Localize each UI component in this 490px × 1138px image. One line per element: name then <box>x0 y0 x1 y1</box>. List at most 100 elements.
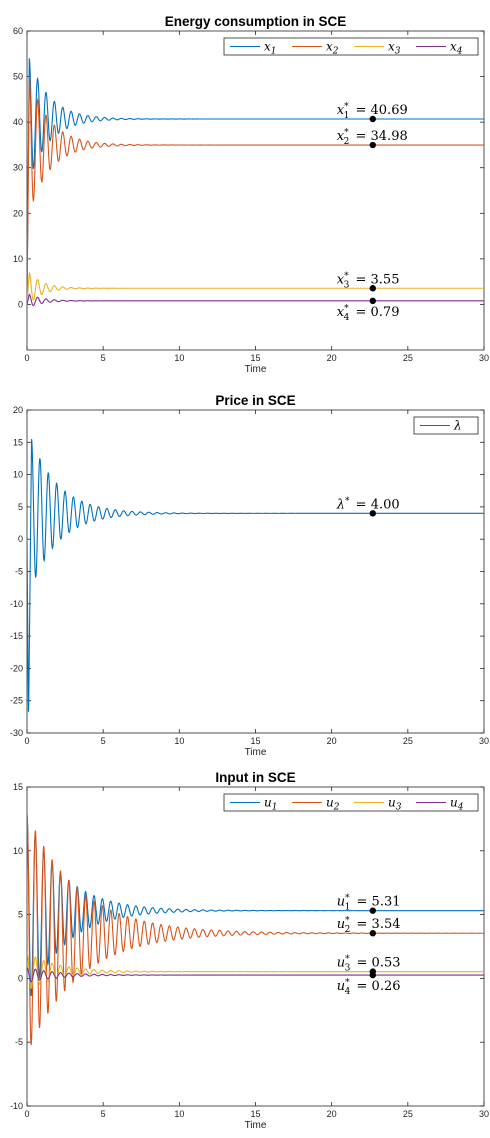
y-tick-label: 20 <box>13 405 23 415</box>
series-line-u2 <box>27 811 484 1046</box>
legend-entry-x2: x2 <box>326 40 339 57</box>
y-tick-label: 50 <box>13 72 23 82</box>
x-tick-label: 15 <box>250 353 260 363</box>
legend-entry-x3-base: x <box>388 40 395 54</box>
annotation-marker <box>369 510 376 517</box>
x-tick-label: 5 <box>101 736 106 746</box>
chart-2: Price in SCE 0 5 10 15 20 25 30 -30 -25 -20 -15 -10 -… <box>10 393 489 758</box>
series-line-x1 <box>27 58 484 305</box>
chart-title: Price in SCE <box>215 393 295 408</box>
y-tick-label: 30 <box>13 163 23 173</box>
series-line-λ <box>27 439 484 712</box>
annotation-label-value: = 40.69 <box>351 103 407 118</box>
annotation-label: x* 3 = 3.55 <box>337 271 400 290</box>
annotation-marker <box>369 930 376 937</box>
annotation-label-star: * <box>345 916 350 926</box>
legend-entry-λ: λ <box>453 419 462 433</box>
annotation-label-value: = 0.53 <box>352 956 400 971</box>
legend-entry-x1-base: x <box>264 40 271 54</box>
annotation-label-value: = 4.00 <box>352 497 400 512</box>
legend-entry-x3: x3 <box>388 40 401 57</box>
y-tick-label: 10 <box>13 846 23 856</box>
legend-entry-x1-sub: 1 <box>271 47 277 57</box>
y-tick-label: -5 <box>15 567 23 577</box>
annotation-label-star: * <box>345 978 350 988</box>
annotation-label-sub: 2 <box>344 137 350 147</box>
annotation-label-base: x <box>337 305 345 320</box>
annotation-label-value: = 0.26 <box>352 979 400 994</box>
y-tick-label: 0 <box>18 299 23 309</box>
legend-box <box>223 793 479 812</box>
x-tick-label: 15 <box>250 736 260 746</box>
x-tick-label: 0 <box>24 736 29 746</box>
annotation-label-sub: 4 <box>345 987 351 997</box>
legend: λ <box>413 416 479 435</box>
annotation-label-base: λ <box>336 497 345 512</box>
legend-entry-x2-sub: 2 <box>332 47 339 57</box>
x-tick-label: 10 <box>174 736 184 746</box>
annotation-label-sub: 2 <box>345 925 351 935</box>
series-line-x4 <box>27 293 484 307</box>
annotation-marker <box>369 971 376 979</box>
x-tick-label: 20 <box>327 736 337 746</box>
x-tick-label: 30 <box>479 353 489 363</box>
annotation-label-base: u <box>337 917 345 932</box>
annotation-label-star: * <box>345 496 350 506</box>
legend-entry-u4: u4 <box>450 796 464 813</box>
x-tick-label: 5 <box>101 1109 106 1119</box>
y-tick-label: 5 <box>18 910 23 920</box>
y-tick-label: -25 <box>10 696 23 706</box>
annotation-label-sub: 3 <box>344 280 350 290</box>
series-line-u4 <box>27 967 484 983</box>
annotation-label-value: = 34.98 <box>351 129 407 144</box>
y-tick-label: 0 <box>18 973 23 983</box>
y-tick-label: 0 <box>18 534 23 544</box>
annotation-label-value: = 5.31 <box>352 895 400 910</box>
x-axis-label: Time <box>245 1120 267 1131</box>
x-tick-label: 10 <box>174 353 184 363</box>
plot-area <box>26 786 485 1107</box>
legend-entry-u4-sub: 4 <box>457 803 464 813</box>
y-tick-label: 10 <box>13 254 23 264</box>
x-tick-label: 30 <box>479 736 489 746</box>
annotation-label-base: x <box>337 272 345 287</box>
annotation-label-star: * <box>345 955 350 965</box>
x-tick-label: 15 <box>250 1109 260 1119</box>
legend-entry-x2-base: x <box>326 40 333 54</box>
annotation-label-base: u <box>337 979 345 994</box>
annotation-label: x* 2 = 34.98 <box>337 128 408 147</box>
legend-entry-λ-base: λ <box>453 419 462 433</box>
series-line-u3 <box>27 952 484 989</box>
annotation-marker <box>369 115 376 123</box>
x-tick-label: 25 <box>403 353 413 363</box>
y-tick-label: 15 <box>13 437 23 447</box>
legend: u1 u2 u3 u4 <box>223 793 479 813</box>
x-tick-label: 0 <box>24 1109 29 1119</box>
plot-area <box>26 30 485 351</box>
series-line-x2 <box>27 76 484 305</box>
annotation-label: x* 1 = 40.69 <box>337 102 408 121</box>
chart-1: Energy consumption in SCE 0 5 10 15 20 25 30 0 10… <box>13 14 489 375</box>
annotation-label-base: x <box>337 103 345 118</box>
legend-entry-u1-base: u <box>264 796 272 810</box>
y-tick-label: -20 <box>10 663 23 673</box>
annotation-label: λ* = 4.00 <box>336 496 400 512</box>
x-tick-label: 20 <box>327 1109 337 1119</box>
legend-entry-x1: x1 <box>264 40 277 57</box>
y-tick-label: 60 <box>13 26 23 36</box>
legend: x1 x2 x3 x4 <box>223 37 479 57</box>
annotation-label-sub: 4 <box>344 313 350 323</box>
legend-entry-u2-sub: 2 <box>333 803 340 813</box>
x-tick-label: 25 <box>403 1109 413 1119</box>
series-line-x3 <box>27 272 484 305</box>
legend-entry-u3-base: u <box>388 796 396 810</box>
y-tick-label: -10 <box>10 599 23 609</box>
series-group <box>27 58 484 307</box>
y-tick-label: 15 <box>13 782 23 792</box>
annotation-label: u* 1 = 5.31 <box>337 894 401 913</box>
legend-entry-x4-base: x <box>450 40 457 54</box>
x-tick-label: 10 <box>174 1109 184 1119</box>
annotation-marker <box>369 297 376 305</box>
legend-entry-u2: u2 <box>326 796 340 813</box>
